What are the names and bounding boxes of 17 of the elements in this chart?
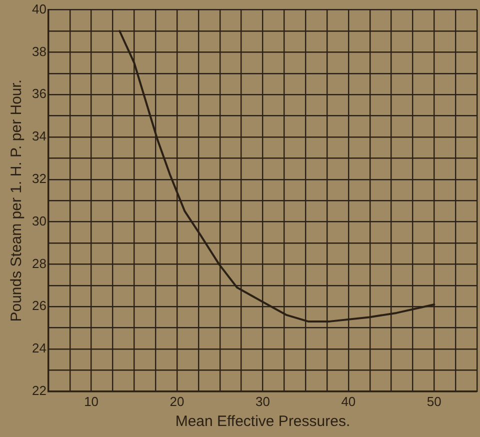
x-tick-label: 20 [170, 394, 184, 409]
y-tick-label: 26 [32, 298, 46, 314]
y-tick-label: 30 [32, 213, 46, 228]
y-tick-label: 22 [32, 382, 46, 398]
y-tick-label: 24 [32, 340, 46, 356]
y-tick-label: 36 [32, 86, 46, 102]
y-tick-label: 38 [32, 44, 46, 59]
y-axis-title: Pounds Steam per 1. H. P. per Hour. [8, 79, 26, 322]
y-tick-label: 40 [32, 1, 46, 16]
y-tick-label: 34 [32, 128, 46, 144]
y-tick-label: 28 [32, 256, 46, 271]
x-tick-label: 40 [341, 394, 356, 409]
x-axis-title: Mean Effective Pressures. [175, 413, 350, 430]
x-tick-label: 30 [255, 394, 270, 409]
x-tick-label: 10 [84, 394, 99, 409]
x-tick-label: 50 [426, 394, 442, 409]
y-tick-label: 32 [32, 170, 46, 186]
